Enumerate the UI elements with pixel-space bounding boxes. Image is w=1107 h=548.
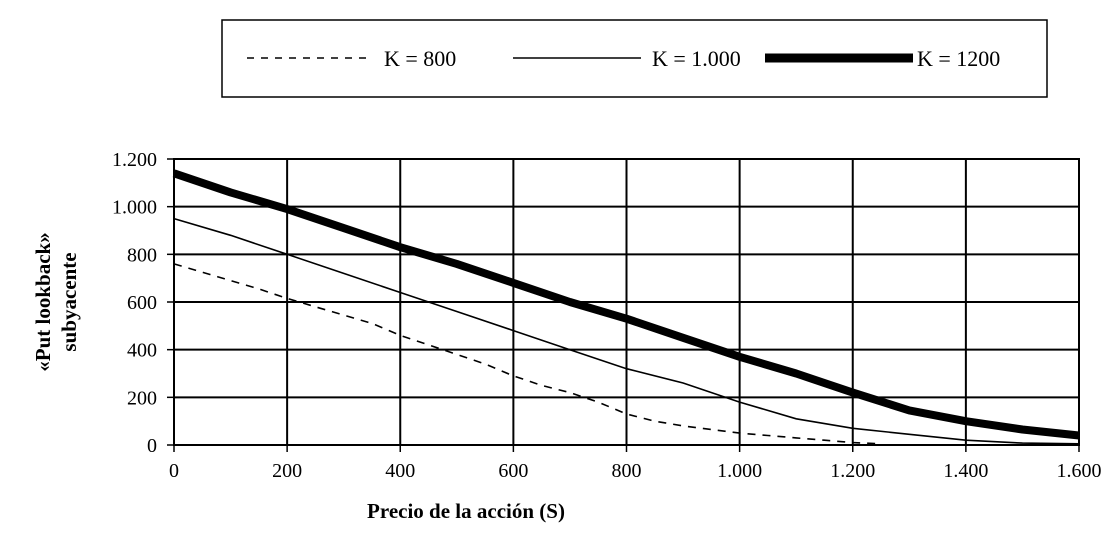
x-tick-label: 600 xyxy=(498,460,528,482)
y-tick-label: 600 xyxy=(127,292,157,314)
series-line-k800 xyxy=(173,263,882,445)
y-tick-label: 0 xyxy=(147,435,157,457)
legend-label-k800: K = 800 xyxy=(384,46,456,71)
x-axis-title: Precio de la acción (S) xyxy=(367,499,565,523)
y-axis-title-line-1: «Put lookback» xyxy=(31,232,55,371)
x-tick-label: 800 xyxy=(612,460,642,482)
plot-border xyxy=(173,158,1080,446)
series-line-k1200 xyxy=(172,169,1080,440)
y-tick-label: 200 xyxy=(127,387,157,409)
series-line-k1000 xyxy=(173,217,1080,445)
y-tick-label: 800 xyxy=(127,244,157,266)
y-tick-label: 1.000 xyxy=(112,197,157,219)
y-axis-title: «Put lookback» subyacente xyxy=(31,232,81,371)
x-tick-label: 400 xyxy=(385,460,415,482)
y-tick-label: 1.200 xyxy=(112,149,157,171)
y-tick-label: 400 xyxy=(127,340,157,362)
x-tick-label: 200 xyxy=(272,460,302,482)
legend-label-k1000: K = 1.000 xyxy=(652,46,741,71)
x-tick-label: 1.200 xyxy=(830,460,875,482)
legend-label-k1200: K = 1200 xyxy=(917,46,1000,71)
legend: K = 800 K = 1.000 K = 1200 xyxy=(221,19,1048,98)
y-axis-title-line-2: subyacente xyxy=(57,252,81,351)
plot-area: 0 200 400 600 800 1.000 1.200 0 200 400 600 800 1.00… xyxy=(112,149,1102,482)
x-tick-label: 0 xyxy=(169,460,179,482)
x-tick-label: 1.000 xyxy=(717,460,762,482)
x-tick-label: 1.600 xyxy=(1057,460,1102,482)
x-tick-label: 1.400 xyxy=(943,460,988,482)
